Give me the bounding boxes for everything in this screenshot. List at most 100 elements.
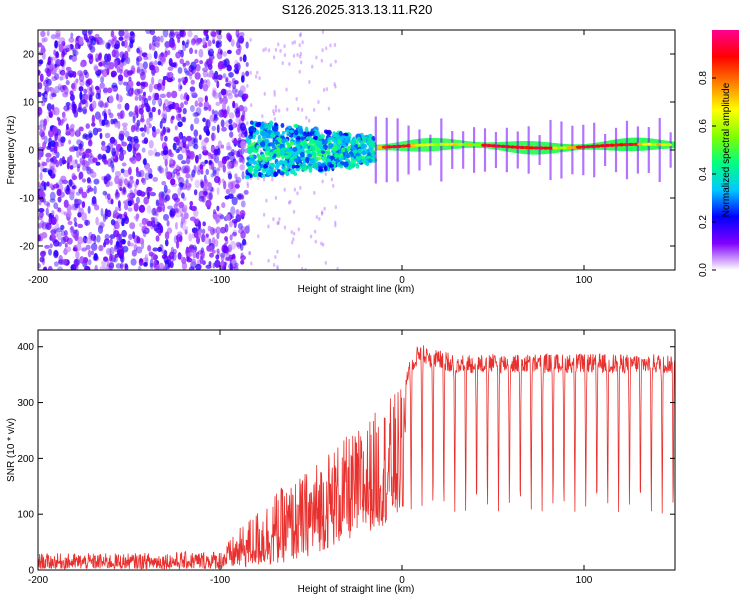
spectrogram-cell <box>168 103 175 110</box>
spectrogram-cell <box>202 221 206 227</box>
spectrogram-cell <box>314 135 318 141</box>
spectrogram-cell <box>142 94 146 100</box>
spectrogram-cell <box>118 176 125 184</box>
spectrogram-cell <box>283 225 287 230</box>
spectrogram-cell <box>216 30 222 35</box>
spectrogram-cell <box>205 119 211 129</box>
spectrogram-cell <box>260 131 265 136</box>
spectrogram-cell <box>38 208 45 213</box>
spectrogram-cell <box>220 144 225 149</box>
spectrogram-cell <box>200 169 204 175</box>
spectrogram-cell <box>561 146 568 150</box>
snr-x-tick-label: -200 <box>28 575 48 586</box>
spectrogram-cell <box>52 126 59 134</box>
spectrogram-cell <box>352 136 356 141</box>
spectrogram-cell <box>228 112 235 119</box>
spectrogram-cell <box>286 148 293 152</box>
spectrogram-cell <box>262 212 266 217</box>
spectrogram-cell <box>167 71 174 79</box>
spectrogram-cell <box>49 147 54 152</box>
spectrogram-cell <box>50 236 55 242</box>
spectrogram-cell <box>164 231 170 240</box>
spectrogram-cell <box>204 159 208 164</box>
spectrogram-cell <box>291 240 294 245</box>
spectrogram-cell <box>575 145 583 149</box>
spectrogram-cell <box>287 163 291 169</box>
spectrogram-cell <box>163 184 168 193</box>
spectrogram-cell <box>179 58 185 65</box>
spectrogram-cell <box>266 156 273 162</box>
spectrogram-cell <box>107 87 113 94</box>
spectrogram-cell <box>283 44 286 49</box>
spectrogram-cell <box>235 48 241 56</box>
spectrogram-cell <box>125 33 131 38</box>
spectrogram-cell <box>190 38 196 46</box>
spectrogram-cell <box>485 143 493 148</box>
spectrogram-cell <box>249 120 254 125</box>
spectrogram-cell <box>227 173 233 180</box>
spectrogram-cell <box>202 145 207 153</box>
spectrogram-cell <box>141 52 148 58</box>
spectrogram-cell <box>46 30 50 37</box>
spectrogram-cell <box>157 99 162 104</box>
spectrogram-cell <box>136 236 141 244</box>
spectrogram-cell <box>151 45 156 51</box>
spectrogram-cell <box>245 62 249 67</box>
spectrogram-cell <box>141 147 146 153</box>
spectrogram-cell <box>481 143 488 147</box>
spectrogram-cell <box>108 95 114 104</box>
spectrogram-cell <box>234 179 240 185</box>
spectrogram-cell <box>85 219 89 226</box>
spectrogram-y-axis-title: Frequency (Hz) <box>6 116 17 185</box>
spectrogram-cell <box>230 39 235 47</box>
spectrogram-cell <box>114 170 122 177</box>
spectrogram-cell <box>229 154 236 162</box>
spectrogram-cell <box>370 141 376 146</box>
spectrogram-cell <box>88 132 93 139</box>
spectrogram-cell <box>181 40 185 46</box>
spectrogram-cell <box>198 48 204 58</box>
spectrogram-cell <box>128 233 133 241</box>
spectrogram-cell <box>614 127 618 173</box>
spectrogram-cell <box>418 129 421 171</box>
spectrogram-cell <box>135 178 140 186</box>
spectrogram-cell <box>322 87 326 92</box>
spectrogram-cell <box>71 100 76 109</box>
spectrogram-cell <box>161 117 167 124</box>
spectrogram-cell <box>131 249 137 257</box>
spectrogram-cell <box>109 267 113 270</box>
spectrogram-cell <box>516 131 519 169</box>
spectrogram-cell <box>68 146 75 152</box>
spectrogram-cell <box>60 138 65 147</box>
spectrogram-cell <box>96 234 101 243</box>
spectrogram-cell <box>183 167 189 174</box>
spectrogram-cell <box>204 190 208 198</box>
spectrogram-cell <box>160 51 165 58</box>
spectrogram-cell <box>231 196 238 206</box>
spectrogram-cell <box>173 197 181 203</box>
spectrogram-cell <box>234 183 240 189</box>
spectrogram-cell <box>38 59 44 65</box>
spectrogram-cell <box>152 35 158 43</box>
spectrogram-cell <box>528 146 535 150</box>
spectrogram-cell <box>177 231 183 237</box>
spectrogram-cell <box>433 142 441 147</box>
spectrogram-cell <box>154 210 158 217</box>
spectrogram-cell <box>87 139 93 147</box>
snr-y-axis-title: SNR (10 * v/v) <box>6 418 17 482</box>
spectrogram-cell <box>471 143 478 147</box>
spectrogram-x-ticks: -200 -100 0 100 <box>28 30 593 286</box>
spectrogram-cell <box>90 84 94 92</box>
spectrogram-cell <box>216 124 220 134</box>
spectrogram-cell <box>141 132 146 138</box>
spectrogram-cell <box>438 142 445 146</box>
spectrogram-cell <box>249 103 253 108</box>
spectrogram-cell <box>301 145 305 151</box>
spectrogram-cell <box>257 155 263 162</box>
spectrogram-cell <box>40 30 46 38</box>
spectrogram-cell <box>105 248 112 255</box>
spectrogram-cell <box>279 149 286 155</box>
spectrogram-cell <box>132 147 137 156</box>
spectrogram-cell <box>301 162 307 169</box>
spectrogram-cell <box>135 108 139 115</box>
